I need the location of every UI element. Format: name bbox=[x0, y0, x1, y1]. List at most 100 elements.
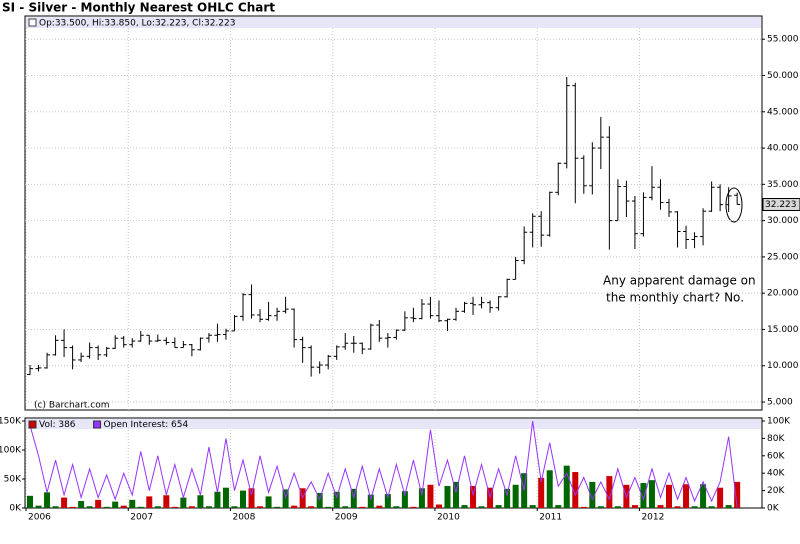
volume-bar bbox=[648, 480, 655, 508]
y-tick-label: 5.000 bbox=[767, 398, 793, 408]
volume-bar bbox=[120, 505, 127, 508]
y-tick-label: 100K bbox=[0, 446, 22, 456]
volume-bar bbox=[137, 506, 144, 508]
volume-bar bbox=[69, 506, 76, 508]
volume-bar bbox=[546, 470, 553, 508]
volume-bar bbox=[222, 487, 229, 508]
volume-bar bbox=[589, 481, 596, 508]
volume-bar bbox=[146, 496, 153, 508]
volume-bar bbox=[461, 505, 468, 508]
y-tick-label: 0K bbox=[9, 504, 22, 514]
price-panel bbox=[24, 15, 763, 411]
volume-bar bbox=[606, 476, 613, 508]
volume-bar bbox=[325, 506, 332, 508]
volume-bar bbox=[597, 506, 604, 508]
volume-bar bbox=[470, 485, 477, 508]
price-header: Op:33.500, Hi:33.850, Lo:32.223, Cl:32.2… bbox=[39, 19, 235, 29]
y2-tick-label: 20K bbox=[767, 486, 785, 496]
volume-bar bbox=[504, 488, 511, 508]
volume-bar bbox=[95, 499, 102, 508]
last-price: 32.223 bbox=[765, 200, 797, 210]
y-tick-label: 30.000 bbox=[767, 216, 799, 226]
volume-bar bbox=[163, 495, 170, 508]
header-strip bbox=[26, 17, 761, 28]
volume-bar bbox=[180, 497, 187, 508]
volume-bar bbox=[538, 477, 545, 508]
volume-bar bbox=[478, 506, 485, 508]
volume-bar bbox=[717, 487, 724, 508]
annotation: the monthly chart? No. bbox=[606, 291, 744, 305]
volume-bar bbox=[640, 483, 647, 508]
y-tick-label: 20.000 bbox=[767, 289, 799, 299]
volume-bar bbox=[393, 506, 400, 508]
volume-bar bbox=[308, 506, 315, 508]
volume-bar bbox=[342, 506, 349, 508]
volume-bar bbox=[427, 484, 434, 508]
legend-swatch bbox=[28, 420, 37, 429]
volume-bar bbox=[333, 491, 340, 508]
x-tick-label: 2009 bbox=[335, 513, 358, 523]
volume-bar bbox=[691, 506, 698, 508]
chart-title: SI - Silver - Monthly Nearest OHLC Chart bbox=[2, 1, 275, 15]
volume-bar bbox=[708, 506, 715, 508]
y-tick-label: 15.000 bbox=[767, 325, 799, 335]
y2-tick-label: 80K bbox=[767, 434, 785, 444]
volume-bar bbox=[61, 497, 68, 508]
volume-bar bbox=[265, 496, 272, 508]
volume-bar bbox=[700, 484, 707, 508]
x-tick-label: 2012 bbox=[641, 513, 664, 523]
volume-bar bbox=[572, 472, 579, 508]
volume-bar bbox=[674, 506, 681, 508]
volume-bar bbox=[614, 506, 621, 508]
volume-bar bbox=[188, 506, 195, 508]
legend-label: Vol: 386 bbox=[39, 420, 76, 430]
volume-bar bbox=[274, 506, 281, 508]
volume-legend-strip bbox=[26, 419, 761, 429]
volume-bar bbox=[563, 465, 570, 508]
volume-bar bbox=[453, 481, 459, 508]
volume-bar bbox=[240, 490, 246, 508]
volume-bar bbox=[205, 506, 212, 508]
volume-bar bbox=[359, 506, 366, 508]
y-tick-label: 35.000 bbox=[767, 180, 799, 190]
volume-bar bbox=[86, 506, 93, 508]
volume-bar bbox=[103, 506, 110, 508]
header-icon bbox=[28, 18, 37, 27]
volume-bar bbox=[154, 506, 161, 508]
y2-tick-label: 60K bbox=[767, 451, 785, 461]
volume-bar bbox=[197, 495, 204, 508]
volume-bar bbox=[367, 494, 374, 508]
volume-bar bbox=[418, 488, 425, 508]
y-tick-label: 150K bbox=[0, 417, 22, 427]
y-tick-label: 55.000 bbox=[767, 35, 799, 45]
volume-bar bbox=[401, 491, 408, 508]
y2-tick-label: 40K bbox=[767, 469, 785, 479]
volume-bar bbox=[580, 506, 587, 508]
volume-bar bbox=[248, 488, 255, 508]
y-tick-label: 50.000 bbox=[767, 71, 799, 81]
volume-bar bbox=[657, 505, 664, 508]
legend-label: Open Interest: 654 bbox=[104, 420, 189, 430]
y-tick-label: 40.000 bbox=[767, 144, 799, 154]
volume-bar bbox=[725, 505, 732, 508]
volume-bar bbox=[257, 506, 264, 508]
volume-bar bbox=[78, 501, 85, 508]
volume-bar bbox=[555, 505, 562, 508]
annotation: Any apparent damage on bbox=[603, 274, 756, 288]
legend-swatch bbox=[93, 420, 102, 429]
volume-bar bbox=[529, 505, 536, 508]
y-tick-label: 25.000 bbox=[767, 252, 799, 262]
volume-bar bbox=[52, 506, 59, 508]
copyright: (c) Barchart.com bbox=[34, 401, 110, 411]
volume-bar bbox=[666, 484, 672, 508]
y-tick-label: 45.000 bbox=[767, 107, 799, 117]
volume-bar bbox=[112, 501, 119, 508]
open-interest-line bbox=[29, 420, 738, 508]
volume-bar bbox=[384, 494, 391, 508]
volume-bar bbox=[129, 499, 136, 508]
y2-tick-label: 100K bbox=[767, 417, 791, 427]
volume-bar bbox=[316, 492, 323, 508]
y-tick-label: 50K bbox=[4, 475, 22, 485]
x-tick-label: 2007 bbox=[130, 513, 153, 523]
